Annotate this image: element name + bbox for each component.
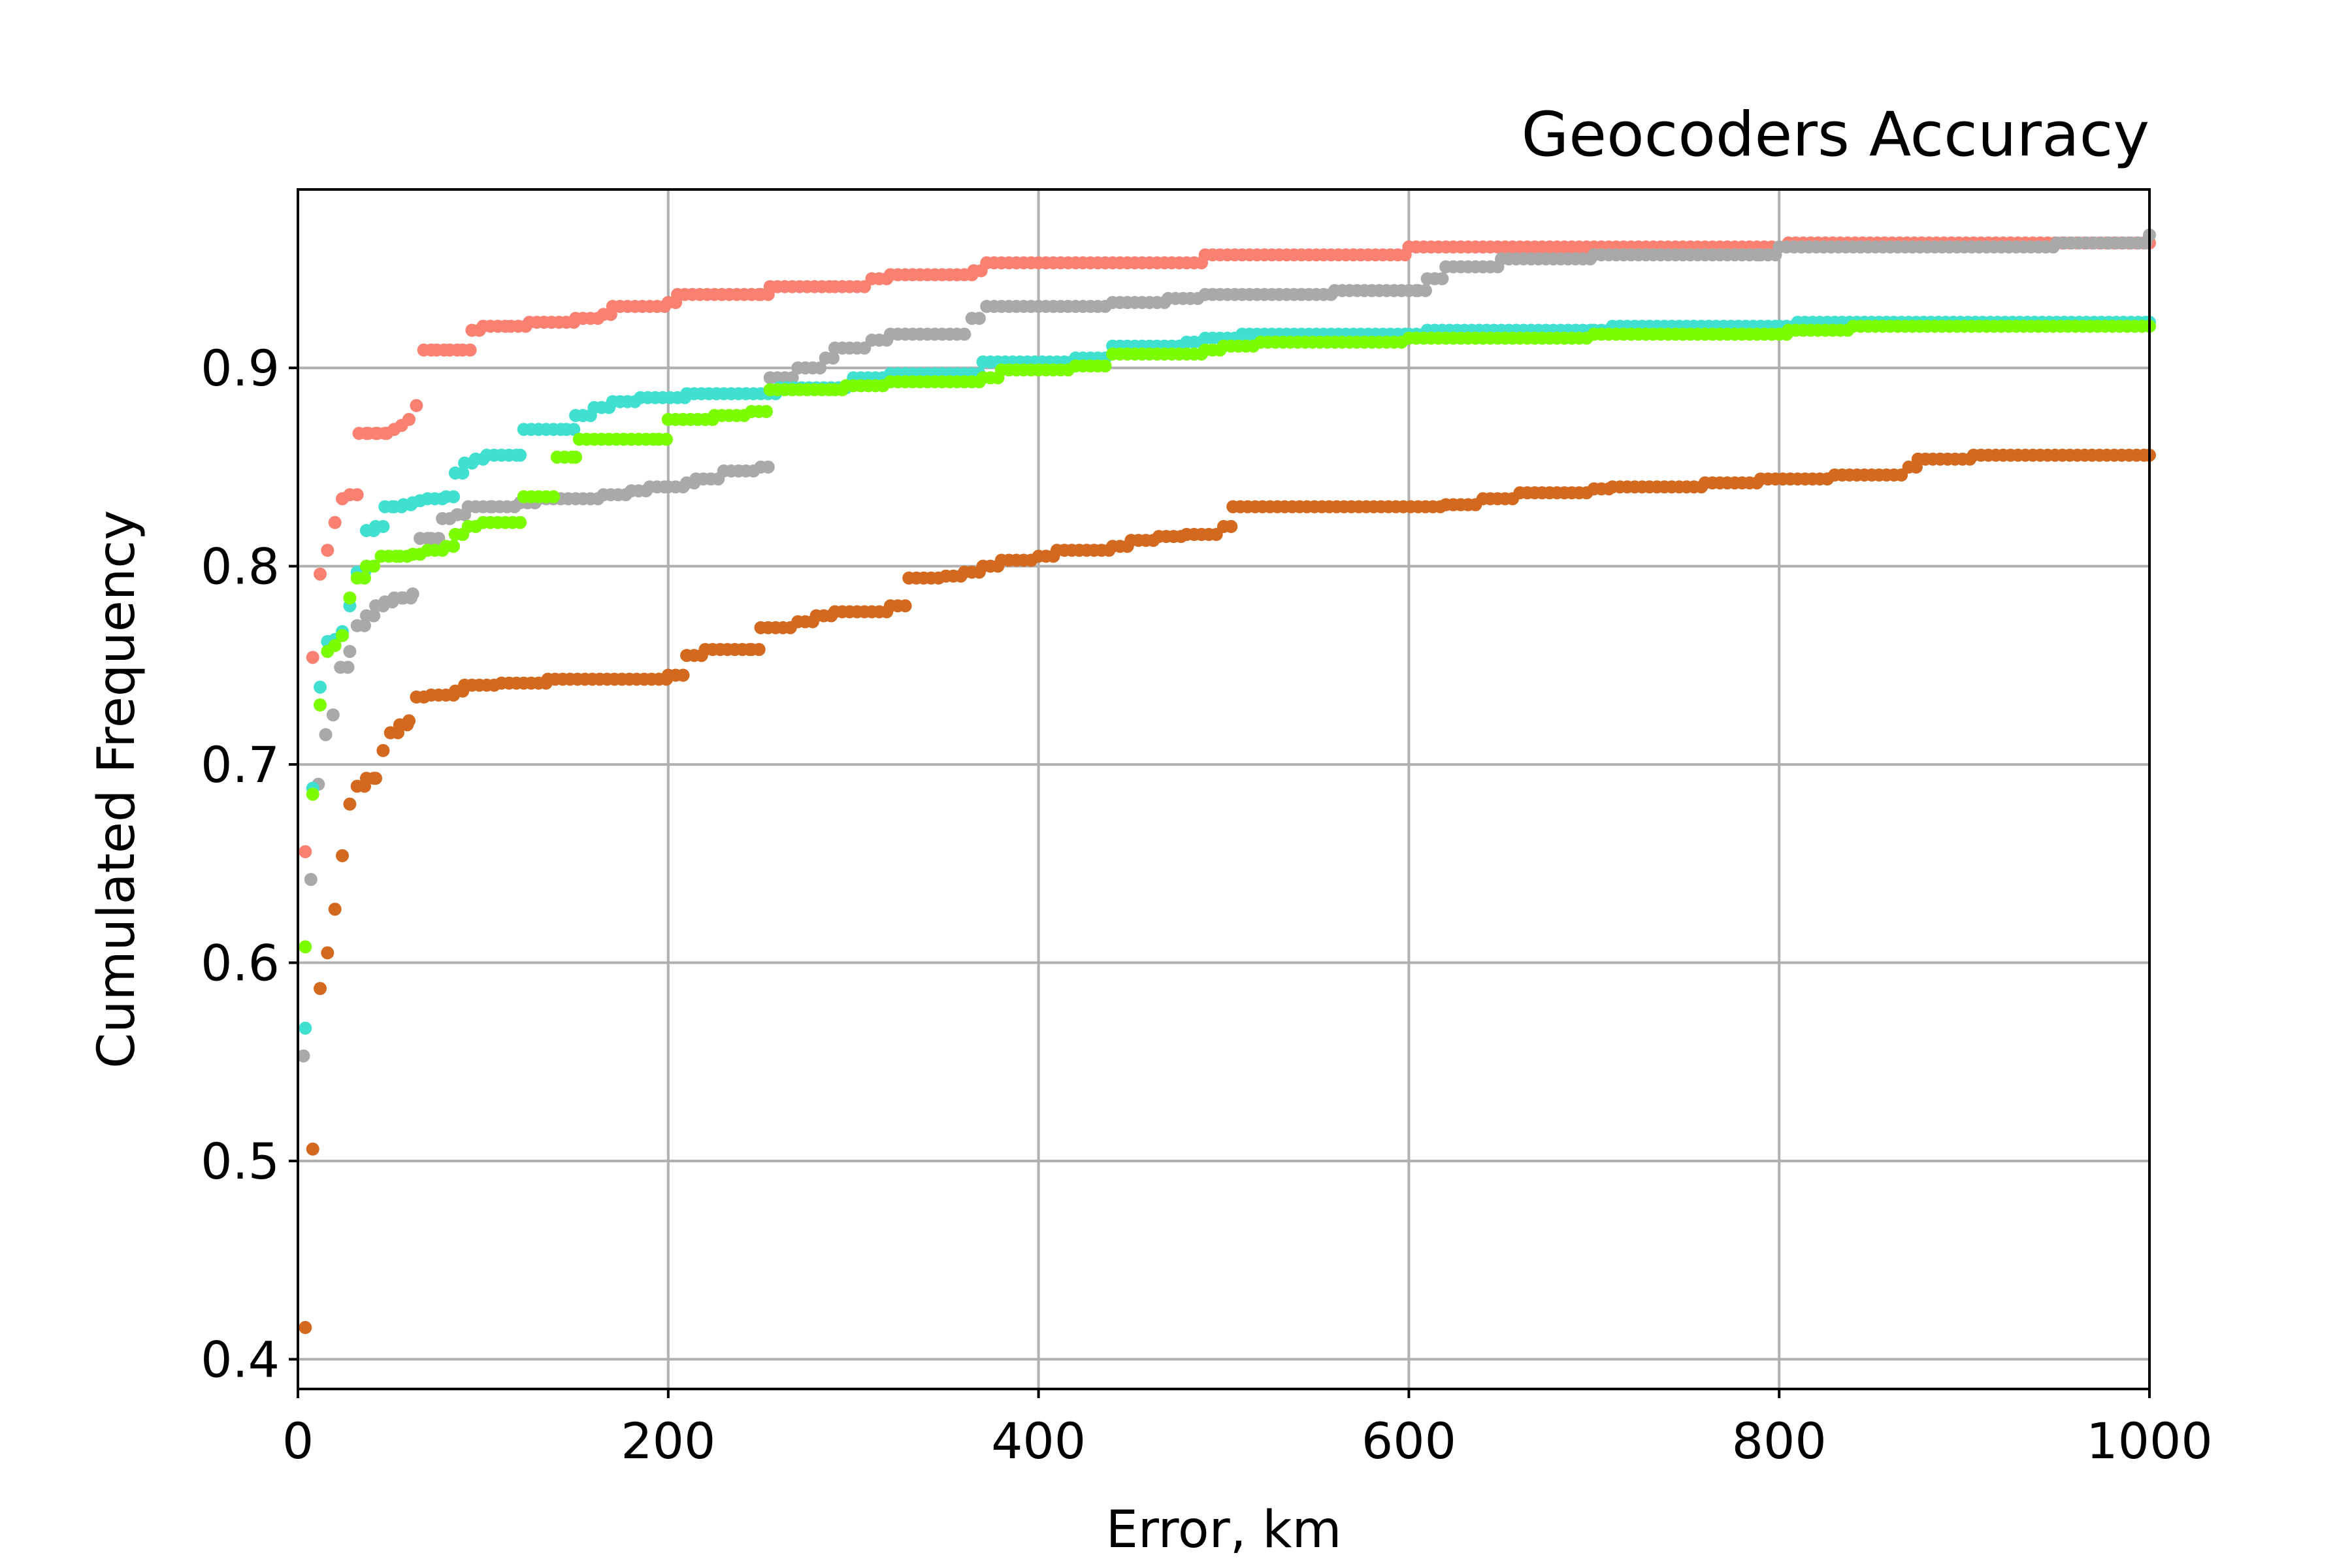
data-point (447, 540, 461, 553)
data-point (299, 845, 312, 858)
data-point (376, 519, 390, 533)
data-point (304, 873, 318, 887)
data-point (406, 587, 419, 601)
data-point (813, 361, 827, 375)
data-point (343, 797, 357, 811)
data-point (752, 643, 766, 657)
data-point (660, 433, 673, 446)
data-point (314, 567, 327, 581)
data-point (447, 490, 461, 504)
data-point (306, 1142, 319, 1156)
data-point (299, 1320, 312, 1334)
data-point (314, 698, 327, 711)
data-point (547, 490, 561, 504)
data-point (358, 571, 371, 585)
data-point (328, 902, 342, 916)
data-point (367, 609, 381, 623)
data-point (314, 982, 327, 995)
plot-frame (297, 188, 2151, 1390)
x-tick-label: 0 (282, 1412, 314, 1470)
data-point (826, 351, 840, 365)
data-point (314, 680, 327, 694)
chart-title: Geocoders Accuracy (1521, 99, 2149, 171)
x-tick-label: 800 (1732, 1412, 1827, 1470)
y-tick-label: 0.8 (201, 538, 280, 596)
data-point (456, 466, 470, 480)
data-point (306, 787, 319, 801)
series-5 (299, 448, 2156, 1334)
data-point (328, 515, 342, 529)
data-point (972, 312, 986, 325)
data-point (343, 645, 357, 659)
series-4 (299, 319, 2156, 954)
data-point (761, 460, 775, 474)
data-point (514, 448, 527, 462)
data-point (898, 599, 912, 613)
y-axis-label: Cumulated Frequency (88, 510, 146, 1069)
data-point (569, 450, 583, 464)
data-point (336, 849, 349, 862)
y-tick-label: 0.7 (201, 736, 280, 794)
data-point (567, 423, 581, 436)
x-tick-label: 600 (1362, 1412, 1456, 1470)
data-point (367, 559, 381, 573)
x-tick-label: 1000 (2086, 1412, 2212, 1470)
y-tick-label: 0.6 (201, 934, 280, 992)
axis-ticks: 0 200 400 600 800 1000 0.4 0.5 0.6 0.7 0.8 0.9 (201, 339, 2213, 1470)
data-series (297, 228, 2156, 1334)
data-point (358, 619, 371, 632)
data-point (676, 668, 690, 682)
data-point (369, 772, 382, 785)
data-point (760, 404, 773, 418)
data-point (463, 343, 477, 357)
data-point (1098, 359, 1112, 373)
x-tick-label: 400 (991, 1412, 1086, 1470)
data-point (402, 714, 416, 728)
data-point (1435, 272, 1449, 286)
data-point (306, 651, 319, 664)
data-point (785, 371, 799, 385)
data-point (376, 743, 390, 757)
data-point (350, 488, 364, 502)
data-point (343, 591, 357, 605)
data-point (321, 544, 335, 557)
data-point (341, 661, 355, 674)
data-point (336, 629, 349, 642)
y-tick-label: 0.4 (201, 1330, 280, 1388)
data-point (328, 639, 342, 652)
data-point (514, 515, 527, 529)
data-point (299, 1021, 312, 1035)
y-tick-label: 0.5 (201, 1132, 280, 1190)
data-point (958, 327, 972, 341)
series-2 (297, 228, 2156, 1063)
data-point (321, 946, 335, 960)
data-point (299, 940, 312, 954)
data-point (410, 399, 423, 412)
data-point (319, 728, 333, 742)
data-point (1418, 284, 1432, 297)
grid-lines (297, 189, 2151, 1389)
x-tick-label: 200 (621, 1412, 715, 1470)
data-point (1224, 519, 1238, 533)
data-point (297, 1049, 310, 1063)
data-point (402, 413, 416, 426)
x-axis-label: Error, km (1106, 1501, 1342, 1560)
y-tick-label: 0.9 (201, 339, 280, 397)
data-point (326, 708, 340, 722)
